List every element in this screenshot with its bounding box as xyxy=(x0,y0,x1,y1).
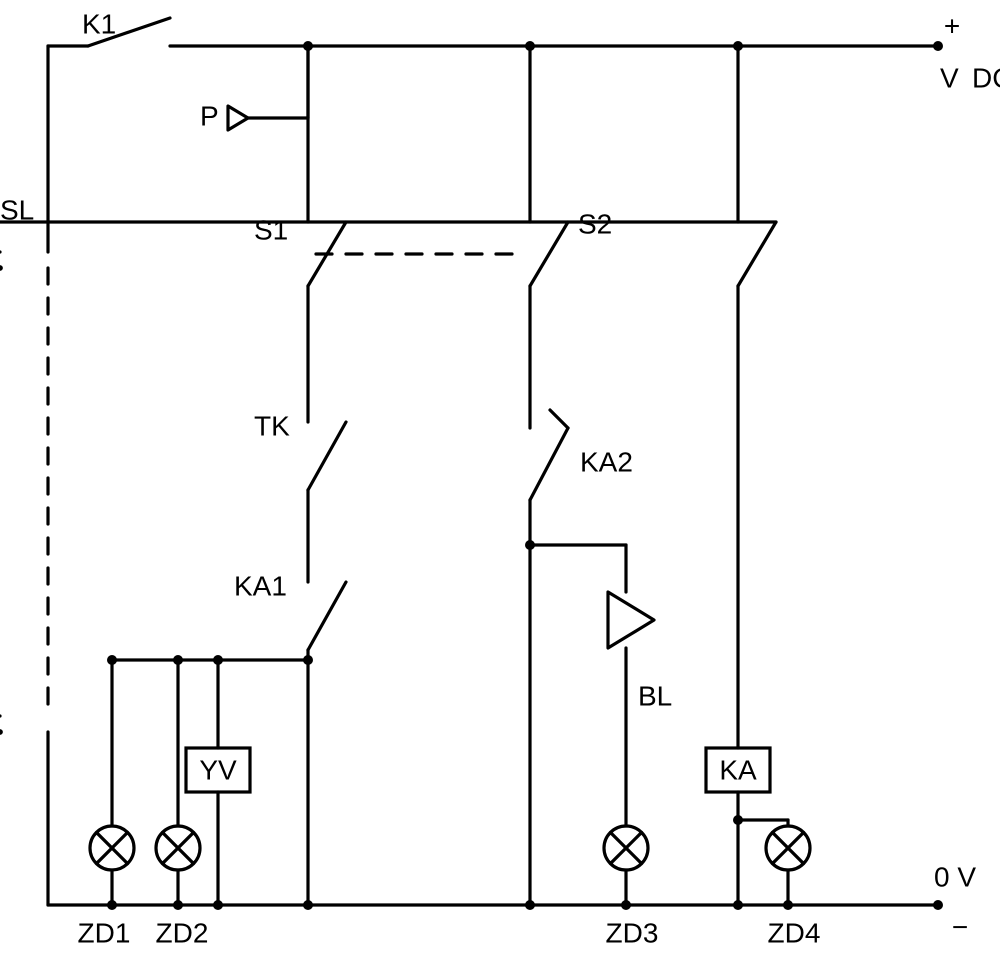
label-minus: − xyxy=(952,911,968,942)
label-tk: TK xyxy=(254,410,290,441)
label-ka1: KA1 xyxy=(234,570,287,601)
label-ka2: KA2 xyxy=(580,446,633,477)
label-s1: S1 xyxy=(254,214,288,245)
label-v: V xyxy=(940,62,959,93)
label-s2: S2 xyxy=(578,208,612,239)
label-p: P xyxy=(200,100,219,131)
yv-box-label: YV xyxy=(199,754,237,785)
label-plus: + xyxy=(944,10,960,41)
label-sl: SL xyxy=(0,194,34,225)
label-dc: DC xyxy=(972,62,1000,93)
label-zd4: ZD4 xyxy=(768,917,821,948)
label-zd3: ZD3 xyxy=(606,917,659,948)
label-zd1: ZD1 xyxy=(78,917,131,948)
label-bl: BL xyxy=(638,680,672,711)
label-0v: 0 V xyxy=(934,861,976,892)
label-zd2: ZD2 xyxy=(156,917,209,948)
label-k1: K1 xyxy=(82,8,116,39)
ka-box-label: KA xyxy=(719,754,757,785)
